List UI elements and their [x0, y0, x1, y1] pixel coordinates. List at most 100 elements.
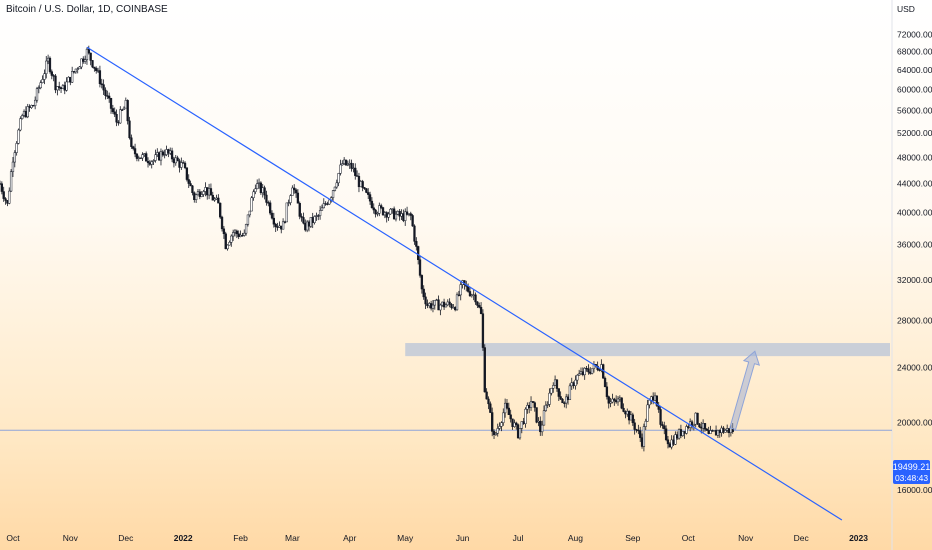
price-tick-label: 68000.00 — [897, 47, 932, 57]
candle-body — [52, 75, 55, 77]
candle-body — [479, 307, 483, 314]
candle-body — [642, 426, 646, 447]
candle-body — [167, 149, 170, 154]
candle-body — [664, 428, 668, 441]
candle-body — [72, 71, 76, 73]
candle-body — [48, 57, 52, 72]
candle-body — [526, 405, 529, 410]
candle-body — [459, 284, 462, 296]
candle-body — [620, 397, 623, 409]
candle-body — [418, 259, 422, 276]
candle-body — [252, 191, 255, 199]
candle-body — [217, 197, 220, 204]
candle-body — [91, 60, 94, 68]
candle-body — [224, 233, 227, 250]
candle-body — [302, 217, 305, 224]
candle-body — [39, 82, 42, 89]
candle-body — [552, 385, 555, 389]
candle-body — [28, 106, 31, 108]
candle-body — [389, 208, 392, 215]
candle-body — [417, 246, 420, 260]
candle-body — [472, 294, 475, 296]
candle-body — [624, 411, 627, 415]
price-tick-label: 32000.00 — [897, 275, 932, 285]
candle-body — [348, 162, 351, 165]
candle-body — [100, 83, 103, 85]
candle-body — [243, 232, 246, 236]
candle-body — [211, 194, 214, 201]
candle-body — [193, 192, 196, 201]
candle-body — [455, 294, 459, 311]
candle-body — [496, 428, 499, 434]
candle-body — [102, 84, 105, 91]
candle-body — [383, 212, 387, 216]
candle-body — [507, 407, 510, 416]
time-tick-label: Dec — [118, 533, 134, 543]
candle-body — [648, 400, 651, 406]
candle-body — [478, 305, 481, 308]
candle-body — [365, 188, 368, 193]
candle-body — [219, 202, 222, 218]
candle-body — [244, 224, 248, 234]
price-tick-label: 72000.00 — [897, 29, 932, 39]
candle-body — [370, 200, 374, 209]
candle-body — [391, 208, 394, 210]
candle-body — [122, 107, 126, 111]
candle-body — [285, 202, 288, 223]
candle-body — [174, 157, 177, 164]
candle-body — [246, 214, 250, 225]
candle-body — [318, 210, 322, 216]
candle-body — [561, 398, 564, 404]
candle-body — [126, 100, 129, 122]
candle-body — [328, 199, 331, 205]
candle-body — [724, 430, 727, 433]
price-tag-countdown: 03:48:43 — [895, 473, 928, 483]
candle-body — [298, 203, 301, 217]
candle-body — [106, 95, 109, 97]
candle-body — [189, 183, 192, 187]
candle-body — [359, 181, 362, 188]
candle-body — [59, 87, 63, 89]
candle-body — [113, 111, 116, 115]
candle-body — [415, 241, 418, 247]
time-tick-label: Nov — [738, 533, 754, 543]
candle-body — [683, 431, 686, 434]
candle-body — [46, 57, 50, 62]
candle-body — [304, 222, 307, 231]
candle-body — [433, 299, 436, 306]
candle-body — [19, 118, 22, 131]
candle-body — [672, 439, 675, 445]
candle-body — [117, 121, 120, 124]
candle-body — [43, 73, 46, 80]
candle-body — [470, 294, 473, 297]
candle-body — [24, 111, 28, 118]
candle-body — [528, 405, 531, 408]
candle-body — [35, 88, 39, 101]
time-tick-label: Oct — [6, 533, 20, 543]
candle-body — [341, 163, 344, 166]
candle-body — [420, 275, 424, 290]
candle-body — [661, 424, 664, 426]
candle-body — [450, 304, 453, 308]
candle-body — [226, 244, 229, 250]
candlestick-series — [0, 45, 892, 452]
candle-body — [494, 433, 498, 435]
candle-body — [424, 296, 427, 305]
candle-body — [261, 187, 264, 194]
candle-body — [196, 191, 200, 196]
price-tick-label: 64000.00 — [897, 65, 932, 75]
price-tick-label: 28000.00 — [897, 316, 932, 326]
candle-body — [343, 159, 346, 164]
candle-body — [577, 373, 581, 376]
candle-body — [553, 379, 557, 386]
candle-body — [248, 210, 251, 216]
candle-body — [568, 385, 572, 400]
candle-body — [720, 427, 723, 433]
currency-label: USD — [897, 4, 915, 14]
candle-body — [115, 114, 118, 123]
candle-body — [71, 71, 74, 83]
time-tick-label: Jun — [456, 533, 470, 543]
candle-body — [83, 59, 87, 62]
candle-body — [228, 242, 231, 246]
